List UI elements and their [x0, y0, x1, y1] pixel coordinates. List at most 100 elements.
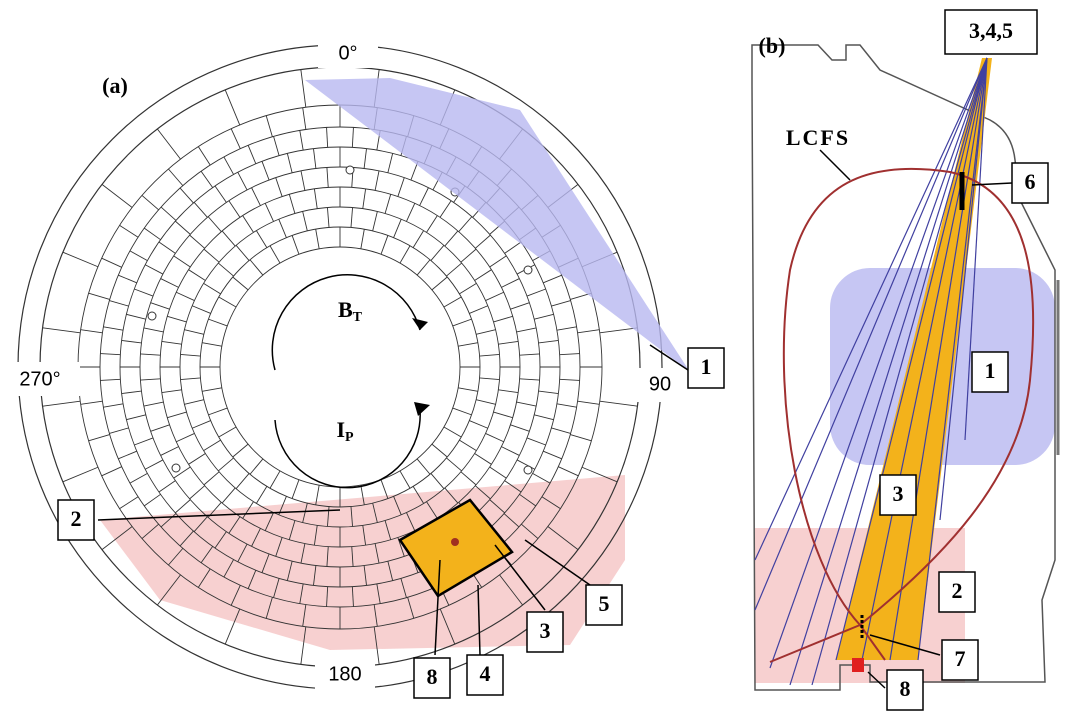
- tile-edge: [167, 412, 186, 418]
- tile-edge: [486, 292, 504, 300]
- tile-edge: [130, 251, 148, 261]
- tile-ring: [200, 227, 480, 507]
- angle-label: 90: [649, 373, 671, 395]
- tile-edge: [381, 235, 388, 254]
- tile-edge: [233, 277, 248, 290]
- tile-edge: [301, 171, 305, 191]
- tile-edge: [313, 149, 315, 169]
- tile-edge: [208, 408, 227, 415]
- bt-label: BT: [338, 297, 363, 325]
- tile-edge: [175, 500, 190, 513]
- tile-edge: [162, 341, 182, 344]
- tile-edge: [279, 219, 287, 237]
- callout-label: 1: [985, 358, 996, 383]
- blue-region: [305, 78, 690, 372]
- tile-edge: [287, 153, 292, 172]
- panel-b: (b) LCFS 3,4,5 613278: [752, 10, 1058, 710]
- tile-edge: [520, 354, 540, 355]
- tile-edge: [120, 225, 139, 237]
- tile-edge: [551, 301, 570, 307]
- tile-edge: [219, 427, 236, 437]
- tile-edge: [215, 186, 226, 202]
- tile-edge: [140, 354, 160, 355]
- tile-edge: [431, 245, 444, 260]
- tile-edge: [534, 415, 553, 420]
- tile-edge: [303, 211, 308, 230]
- callout-label: 3: [893, 481, 904, 506]
- tile-edge: [201, 171, 213, 187]
- tile-edge: [551, 428, 570, 434]
- tile-edge: [543, 451, 561, 459]
- tile-edge: [222, 231, 235, 246]
- tile-edge: [89, 293, 110, 299]
- tile-edge: [394, 219, 402, 237]
- tile-edge: [134, 289, 153, 296]
- callout-label: 8: [427, 664, 438, 689]
- tile-edge: [539, 391, 559, 393]
- tile-edge: [144, 402, 164, 406]
- port: [524, 466, 532, 474]
- tile-edge: [300, 130, 303, 150]
- tile-edge: [517, 328, 537, 332]
- tile-edge: [274, 136, 280, 155]
- tile-edge: [445, 231, 458, 246]
- tile-ring: [180, 207, 500, 527]
- tile-edge: [458, 388, 478, 391]
- angle-label: 180: [328, 663, 361, 685]
- tile-edge: [458, 343, 478, 346]
- tile-edge: [534, 314, 553, 319]
- tile-edge: [151, 303, 170, 309]
- tile-edge: [118, 275, 136, 283]
- tile-edge: [151, 425, 170, 431]
- panel-label: (b): [759, 33, 786, 58]
- tile-edge: [494, 316, 513, 322]
- tile-edge: [192, 421, 210, 429]
- tile-edge: [159, 242, 175, 253]
- tile-edge: [126, 314, 145, 319]
- tile-edge: [289, 194, 295, 213]
- tile-edge: [159, 481, 175, 492]
- tile-edge: [432, 277, 447, 290]
- tile-edge: [222, 488, 235, 503]
- tile-edge: [578, 330, 600, 333]
- tile-edge: [100, 354, 120, 355]
- tile-edge: [175, 221, 190, 234]
- tile-edge: [144, 228, 160, 240]
- tile-edge: [229, 201, 240, 218]
- callout-label: 5: [599, 591, 610, 616]
- tile-edge: [122, 340, 142, 342]
- tile-edge: [469, 421, 487, 429]
- tile-edge: [527, 289, 546, 296]
- tile-edge: [352, 127, 353, 147]
- tile-edge: [527, 438, 546, 445]
- tile-edge: [388, 153, 393, 172]
- tile-edge: [208, 217, 221, 232]
- tile-edge: [517, 402, 537, 406]
- tile-edge: [520, 379, 540, 380]
- tile-edge: [248, 145, 256, 163]
- panel-label: (a): [102, 73, 128, 98]
- probe: [451, 538, 459, 546]
- tile-edge: [190, 486, 205, 499]
- callout-label: 4: [480, 661, 491, 686]
- tile-edge: [453, 319, 472, 326]
- tile-edge: [446, 263, 461, 276]
- tile-edge: [157, 129, 180, 159]
- tile-edge: [501, 279, 519, 288]
- tile-edge: [189, 454, 206, 465]
- tile-edge: [533, 473, 551, 483]
- tile-edge: [231, 129, 240, 149]
- tile-edge: [444, 297, 461, 307]
- tile-edge: [400, 471, 410, 488]
- tile-edge: [122, 391, 142, 393]
- tile-edge: [490, 467, 507, 478]
- tile-edge: [453, 408, 472, 415]
- tile-edge: [476, 400, 495, 405]
- tile-edge: [327, 127, 328, 147]
- tile-edge: [486, 433, 504, 441]
- tile-edge: [539, 340, 559, 342]
- tile-edge: [89, 435, 110, 441]
- tile-edge: [140, 379, 160, 380]
- tile-edge: [63, 467, 98, 482]
- tile-edge: [250, 459, 263, 474]
